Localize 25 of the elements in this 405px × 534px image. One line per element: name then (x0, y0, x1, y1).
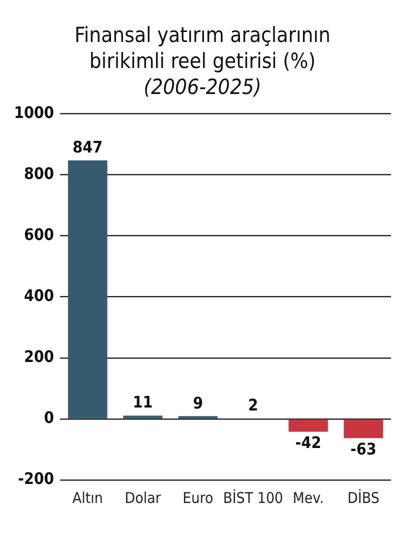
x-tick-label: Mev. (292, 488, 324, 507)
data-label: 9 (192, 393, 203, 412)
chart-subtitle: (2006-2025) (142, 74, 262, 100)
y-tick-label: 1000 (14, 102, 54, 122)
x-tick-label: BİST 100 (223, 488, 284, 507)
y-tick-label: 400 (24, 286, 54, 305)
y-tick-label: -200 (18, 469, 54, 488)
y-tick-label: 0 (44, 408, 54, 428)
data-label: 847 (72, 137, 103, 156)
data-label: 11 (132, 392, 153, 412)
bar (344, 420, 384, 438)
y-tick-label: 800 (24, 164, 54, 183)
data-label: -42 (295, 432, 322, 452)
bar (68, 160, 108, 418)
data-label: -63 (350, 439, 376, 458)
bar (123, 416, 162, 418)
x-tick-label: Altın (72, 488, 103, 507)
x-tick-label: Euro (182, 488, 214, 507)
y-tick-label: 200 (24, 347, 54, 366)
data-label: 2 (248, 395, 258, 414)
y-tick-label: 600 (24, 224, 54, 244)
chart-title: Finansal yatırım araçlarının birikimli reel getirisi (%) (74, 22, 332, 74)
x-tick-label: Dolar (124, 488, 162, 507)
x-tick-label: DİBS (347, 488, 380, 507)
bar (288, 420, 328, 432)
